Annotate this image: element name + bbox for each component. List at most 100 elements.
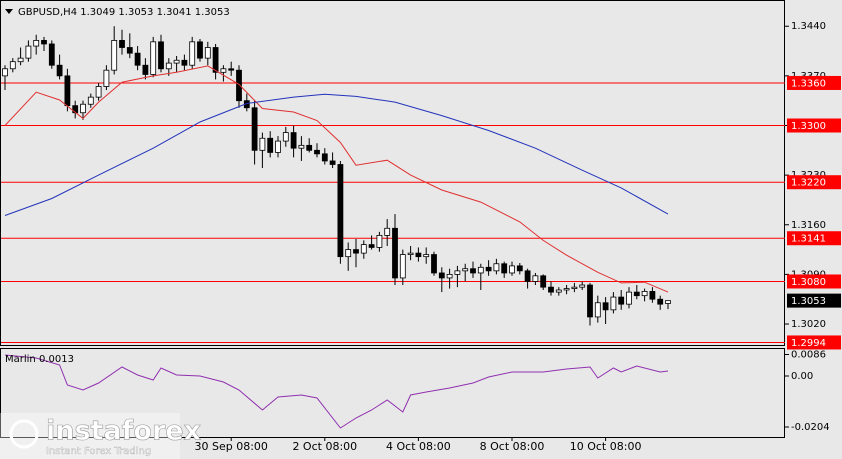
y-tick-label: 1.3160	[791, 220, 826, 231]
candle-body	[64, 75, 71, 107]
watermark-logo	[9, 419, 39, 449]
candle-body	[438, 272, 445, 279]
candle-body	[548, 286, 554, 293]
candle-body	[267, 137, 274, 153]
candle-body	[368, 244, 375, 248]
candle-body	[314, 149, 320, 155]
candle-body	[423, 254, 430, 258]
candle-body	[470, 268, 476, 274]
level-label: 1.3220	[791, 178, 826, 189]
candle-body	[150, 41, 157, 75]
candle-body	[509, 265, 515, 274]
candle-body	[602, 302, 609, 311]
ma-line	[4, 93, 669, 216]
candle-body	[212, 47, 219, 73]
candle-body	[501, 263, 508, 274]
candle-body	[626, 291, 632, 305]
candle-body	[165, 62, 172, 70]
candle-body	[158, 41, 164, 70]
candle-body	[524, 270, 531, 282]
candle-body	[516, 265, 523, 272]
candle-body	[95, 86, 102, 98]
candle-body	[298, 144, 305, 149]
y-tick-label: 0.00	[791, 371, 813, 382]
watermark-brand: instaforex	[46, 416, 201, 447]
candle-body	[477, 266, 484, 274]
candle-body	[345, 249, 352, 258]
candle-body	[321, 153, 328, 162]
level-label: 1.3080	[791, 277, 826, 288]
candle-body	[306, 144, 313, 151]
candle-body	[25, 45, 32, 59]
candle-body	[587, 284, 593, 318]
candle-body	[415, 252, 422, 258]
candle-body	[9, 61, 16, 70]
candle-body	[204, 47, 211, 59]
last-price-box	[787, 293, 841, 308]
candle-body	[610, 296, 617, 311]
level-label-box	[787, 118, 841, 133]
level-label: 1.3141	[791, 234, 826, 245]
ma-line	[4, 65, 669, 293]
candle-body	[2, 68, 8, 77]
candle-body	[197, 41, 203, 59]
watermark-box	[0, 413, 180, 459]
candle-body	[641, 291, 648, 297]
candle-body	[353, 249, 359, 254]
candle-body	[665, 300, 671, 304]
candle-body	[181, 59, 188, 66]
candle-body	[17, 57, 24, 63]
candle-body	[540, 275, 547, 288]
level-label-box	[787, 75, 841, 90]
candle-body	[532, 275, 539, 282]
candle-body	[41, 40, 47, 45]
level-label: 1.2994	[791, 338, 826, 349]
candle-body	[189, 41, 196, 66]
main-panel	[0, 0, 785, 346]
level-label-box	[787, 335, 841, 350]
candle-body	[33, 40, 40, 47]
candle-body	[485, 266, 492, 272]
candle-body	[555, 289, 562, 293]
candle-body	[103, 69, 110, 87]
candle-body	[236, 69, 242, 102]
x-tick-label: 2 Oct 08:00	[292, 440, 357, 453]
candle-body	[360, 244, 367, 254]
candle-body	[228, 68, 235, 71]
candle-body	[329, 160, 336, 165]
candle-body	[633, 291, 640, 297]
candle-body	[376, 234, 383, 248]
indicator-line	[4, 354, 669, 429]
candle-body	[56, 64, 63, 77]
watermark: instaforex Instant Forex Trading	[0, 413, 201, 459]
x-tick-label: 10 Oct 08:00	[570, 440, 642, 453]
candle-body	[571, 286, 578, 289]
x-tick-label: 30 Sep 08:00	[194, 440, 267, 453]
candle-body	[493, 263, 500, 272]
candle-body	[87, 96, 94, 105]
level-label: 1.3360	[791, 78, 826, 89]
candle-body	[111, 40, 118, 71]
candle-body	[259, 137, 266, 151]
watermark-tagline: Instant Forex Trading	[46, 446, 151, 457]
y-tick-label: 1.3440	[791, 21, 826, 32]
candle-body	[80, 103, 86, 114]
candle-body	[48, 43, 55, 66]
y-tick-label: 1.3020	[791, 319, 826, 330]
candle-body	[119, 40, 125, 48]
candle-body	[446, 273, 453, 279]
candle-body	[142, 64, 149, 75]
candle-body	[337, 164, 344, 258]
candle-body	[649, 291, 656, 300]
candle-body	[392, 227, 398, 279]
candle-body	[579, 284, 586, 288]
candle-body	[563, 288, 570, 291]
candle-body	[431, 254, 437, 274]
level-label-box	[787, 274, 841, 289]
menu-triangle	[5, 9, 13, 14]
candle-body	[126, 47, 133, 54]
last-price-label: 1.3053	[791, 296, 826, 307]
candle-body	[462, 268, 469, 272]
candle-body	[657, 298, 664, 305]
